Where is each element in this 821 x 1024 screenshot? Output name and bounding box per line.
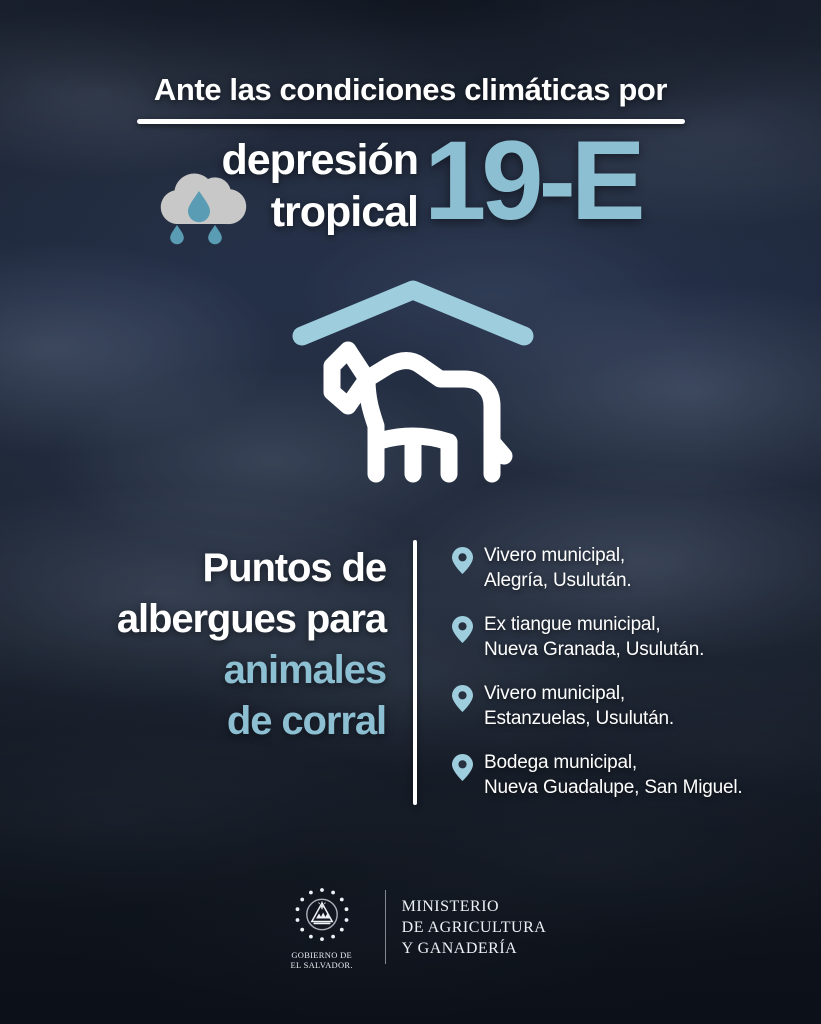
- location-text: Ex tiangue municipal, Nueva Granada, Usu…: [484, 611, 704, 662]
- vertical-divider: [413, 540, 417, 805]
- map-pin-icon: [452, 685, 473, 712]
- animal-shelter-illustration: [292, 280, 534, 483]
- list-item: Ex tiangue municipal, Nueva Granada, Usu…: [452, 611, 802, 662]
- storm-name-block: depresión tropical 19-E: [0, 122, 821, 245]
- ministry-line-3: Y GANADERÍA: [401, 939, 518, 957]
- storm-type-line1: depresión: [221, 136, 420, 184]
- header-rule: [137, 119, 685, 124]
- list-item: Bodega municipal, Nueva Guadalupe, San M…: [452, 749, 802, 800]
- map-pin-icon: [452, 547, 473, 574]
- map-pin-icon: [452, 754, 473, 781]
- list-item: Vivero municipal, Estanzuelas, Usulután.: [452, 680, 802, 731]
- government-name: GOBIERNO DE EL SALVADOR.: [291, 950, 353, 970]
- location-area: Estanzuelas, Usulután.: [484, 708, 674, 729]
- location-area: Alegría, Usulután.: [484, 570, 632, 591]
- headline-line-2: albergues para: [116, 597, 387, 641]
- storm-code: 19-E: [424, 118, 646, 243]
- map-pin-icon: [452, 616, 473, 643]
- location-text: Bodega municipal, Nueva Guadalupe, San M…: [484, 749, 743, 800]
- footer-separator: [384, 890, 386, 964]
- footer-branding: GOBIERNO DE EL SALVADOR. MINISTERIO DE A…: [0, 884, 821, 970]
- list-item: Vivero municipal, Alegría, Usulután.: [452, 542, 802, 593]
- government-logo: GOBIERNO DE EL SALVADOR.: [275, 884, 369, 970]
- ministry-name: MINISTERIO DE AGRICULTURA Y GANADERÍA: [402, 896, 547, 959]
- location-text: Vivero municipal, Alegría, Usulután.: [484, 542, 632, 593]
- el-salvador-coat-of-arms-icon: [295, 888, 349, 941]
- location-place: Vivero municipal,: [484, 545, 625, 566]
- government-line-2: EL SALVADOR.: [290, 960, 353, 970]
- storm-type-line2: tropical: [270, 188, 419, 236]
- location-text: Vivero municipal, Estanzuelas, Usulután.: [484, 680, 674, 731]
- headline-line-3: animales: [223, 648, 388, 692]
- location-place: Ex tiangue municipal,: [484, 614, 661, 635]
- ministry-line-1: MINISTERIO: [401, 897, 500, 915]
- header-title: Ante las condiciones climáticas por: [153, 72, 668, 107]
- location-area: Nueva Guadalupe, San Miguel.: [484, 777, 743, 798]
- government-line-1: GOBIERNO DE: [291, 950, 352, 960]
- storm-type-text: depresión tropical: [150, 134, 420, 238]
- rain-cloud-icon: [160, 173, 247, 245]
- location-area: Nueva Granada, Usulután.: [484, 639, 705, 660]
- shelter-locations-list: Vivero municipal, Alegría, Usulután. Ex …: [452, 542, 802, 800]
- horse-outline-icon: [323, 341, 513, 483]
- location-place: Vivero municipal,: [484, 683, 625, 704]
- page-headline: Puntos de albergues para animales de cor…: [28, 543, 388, 747]
- headline-line-1: Puntos de: [202, 546, 388, 590]
- location-place: Bodega municipal,: [484, 752, 637, 773]
- chevron-roof-icon: [292, 280, 534, 346]
- headline-line-4: de corral: [226, 699, 387, 743]
- ministry-line-2: DE AGRICULTURA: [401, 918, 547, 936]
